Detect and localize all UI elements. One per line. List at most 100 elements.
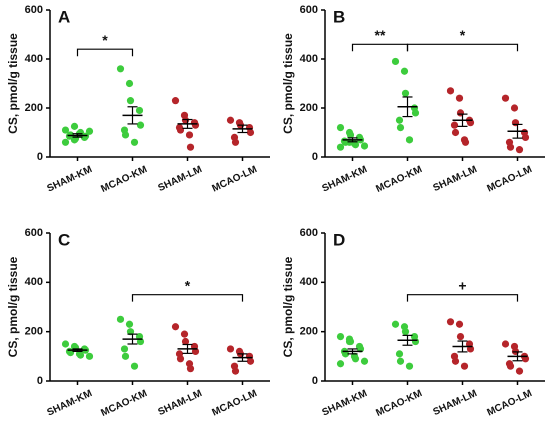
data-point <box>455 94 464 102</box>
data-point <box>171 323 180 331</box>
y-tick-label: 400 <box>300 53 318 65</box>
y-axis-label: CS, pmol/g tissue <box>6 256 20 357</box>
data-point <box>226 116 235 124</box>
data-point <box>336 124 345 132</box>
y-tick-label: 400 <box>25 276 43 288</box>
data-point <box>510 104 519 112</box>
panel-letter: A <box>58 7 70 26</box>
data-point <box>171 97 180 105</box>
data-point <box>351 141 360 149</box>
data-point <box>405 362 414 370</box>
x-tick-label: MCAO-LM <box>210 164 258 194</box>
data-point <box>126 97 135 105</box>
y-tick-label: 200 <box>300 102 318 114</box>
data-point <box>501 94 510 102</box>
data-point <box>246 357 255 365</box>
data-point <box>451 128 460 137</box>
data-point <box>185 131 194 139</box>
data-point <box>180 330 189 338</box>
data-point <box>391 57 400 66</box>
data-point <box>360 142 369 150</box>
data-point <box>501 340 510 348</box>
data-point <box>346 131 355 139</box>
x-tick-label: MCAO-LM <box>485 164 533 194</box>
data-point <box>515 367 524 375</box>
significance-bracket <box>76 48 134 57</box>
y-tick-label: 400 <box>300 276 318 288</box>
significance-bracket <box>406 294 519 302</box>
y-tick-label: 200 <box>25 102 43 114</box>
significance-label: ** <box>375 27 386 43</box>
data-point <box>336 360 345 368</box>
significance-bracket <box>351 43 409 52</box>
panel-letter: D <box>333 230 345 249</box>
y-axis-label: CS, pmol/g tissue <box>281 33 295 134</box>
significance-label: * <box>185 277 191 293</box>
data-point <box>61 126 70 134</box>
x-tick-label: MCAO-KM <box>374 388 423 419</box>
data-point <box>135 106 144 115</box>
data-point <box>76 351 85 359</box>
data-point <box>130 138 139 146</box>
data-point <box>395 116 404 124</box>
data-point <box>226 345 235 353</box>
data-point <box>401 89 410 97</box>
data-point <box>506 143 515 151</box>
data-point <box>400 67 409 75</box>
data-point <box>391 320 400 328</box>
significance-label: * <box>460 27 466 43</box>
panel-letter: B <box>333 7 345 26</box>
panel-letter: C <box>58 230 70 249</box>
data-point <box>121 131 130 139</box>
data-point <box>85 127 94 135</box>
x-tick-label: SHAM-KM <box>45 388 93 418</box>
significance-label: + <box>458 277 466 293</box>
y-tick-label: 600 <box>25 227 43 239</box>
data-point <box>125 79 134 88</box>
data-point <box>246 128 255 137</box>
data-point <box>186 143 195 151</box>
significance-bracket <box>406 43 519 52</box>
y-tick-label: 600 <box>25 4 43 16</box>
data-point <box>456 333 465 341</box>
y-tick-label: 400 <box>25 53 43 65</box>
data-point <box>136 121 145 129</box>
data-point <box>176 355 185 363</box>
data-point <box>125 320 134 328</box>
data-point <box>395 350 404 358</box>
data-point <box>336 333 345 341</box>
data-point <box>515 146 524 154</box>
significance-bracket <box>131 294 244 302</box>
x-tick-label: MCAO-KM <box>99 388 148 419</box>
data-point <box>186 365 195 373</box>
data-point <box>461 138 470 146</box>
data-point <box>455 320 464 328</box>
y-tick-label: 600 <box>300 227 318 239</box>
data-point <box>336 143 345 151</box>
x-tick-label: SHAM-LM <box>156 388 203 418</box>
y-tick-label: 0 <box>37 151 43 163</box>
y-axis-label: CS, pmol/g tissue <box>281 256 295 357</box>
data-point <box>116 315 125 323</box>
data-point <box>70 122 79 130</box>
data-point <box>176 126 185 134</box>
data-point <box>120 345 129 353</box>
y-tick-label: 200 <box>25 326 43 338</box>
data-point <box>506 362 515 370</box>
data-point <box>460 362 469 370</box>
data-point <box>351 355 360 363</box>
x-tick-label: SHAM-KM <box>320 388 368 418</box>
data-point <box>396 357 405 365</box>
y-tick-label: 200 <box>300 326 318 338</box>
data-point <box>231 367 240 375</box>
data-point <box>85 352 94 360</box>
x-tick-label: SHAM-KM <box>45 164 93 194</box>
y-tick-label: 0 <box>312 151 318 163</box>
data-point <box>446 87 455 95</box>
data-point <box>116 65 125 73</box>
